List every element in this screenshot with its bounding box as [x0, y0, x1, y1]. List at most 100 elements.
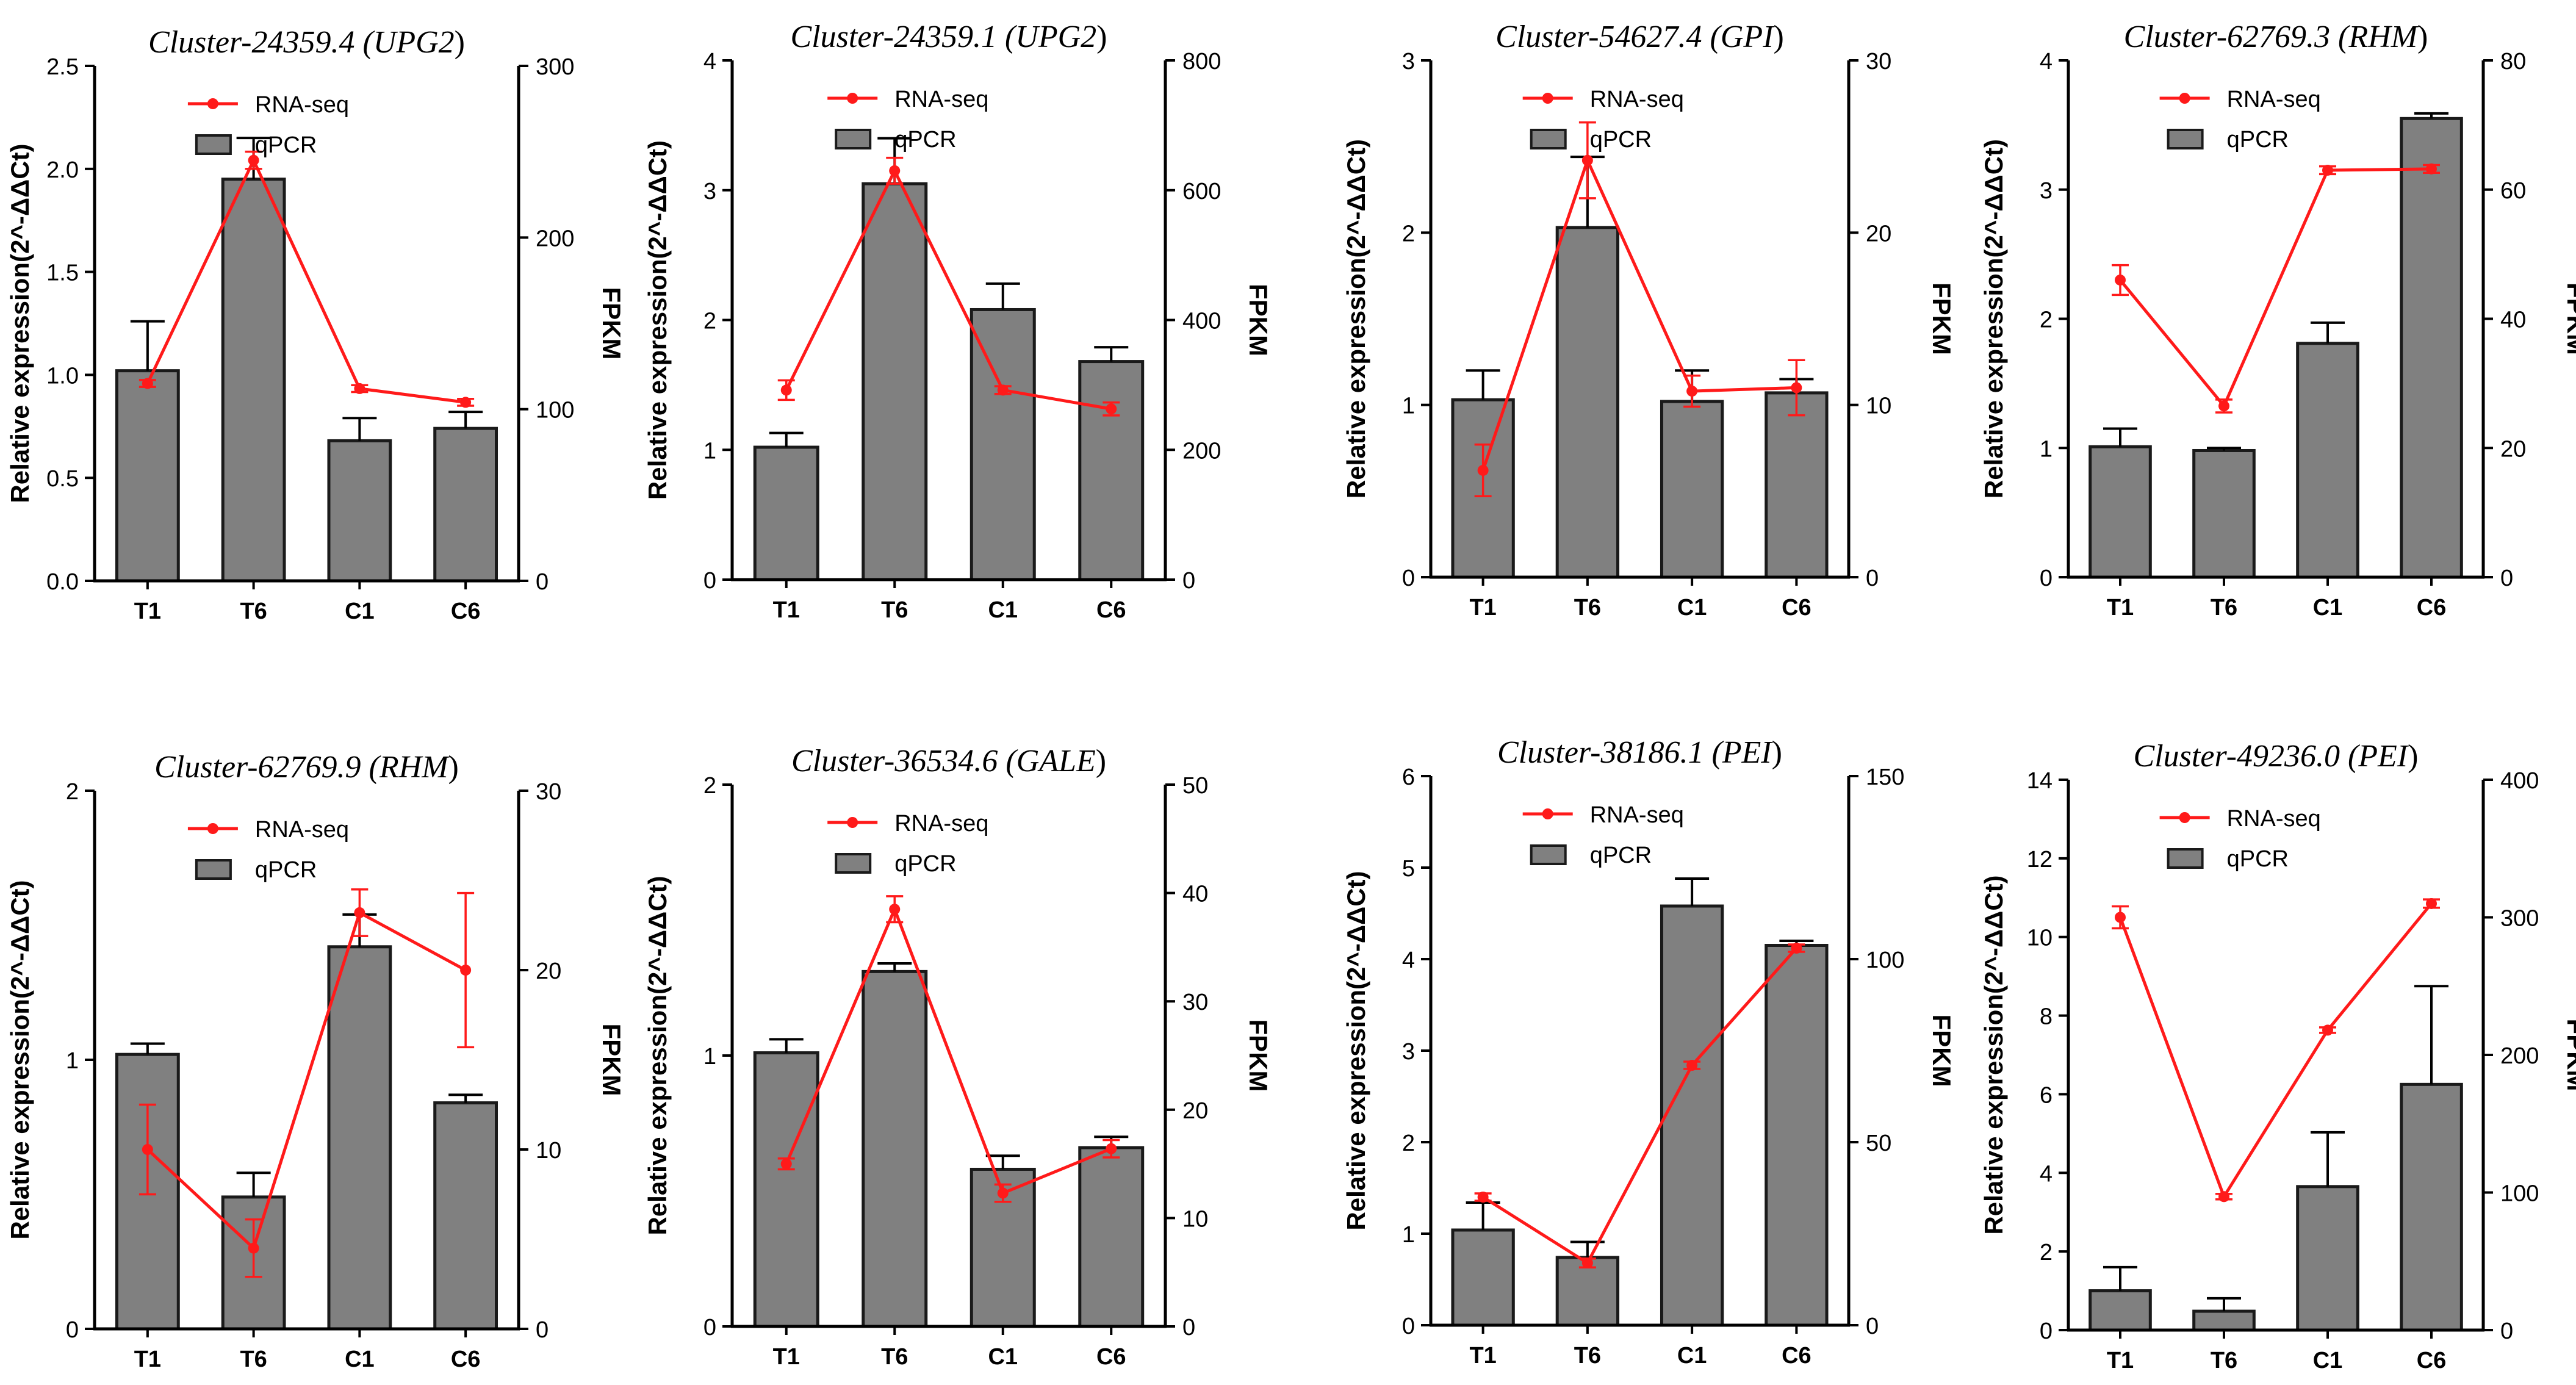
right-y-axis-label: FPKM — [2562, 282, 2576, 355]
chart-title-gene: GPI — [1721, 20, 1775, 54]
right-y-tick-label: 0 — [1182, 1315, 1195, 1340]
qpcr-bar — [327, 945, 392, 1331]
left-y-tick-label: 0 — [2040, 566, 2053, 591]
qpcr-bar — [115, 369, 180, 583]
legend-qpcr-label: qPCR — [894, 127, 956, 153]
x-category-label: C6 — [2417, 1348, 2447, 1373]
rnaseq-line — [1482, 947, 1798, 1265]
qpcr-bar — [1078, 1146, 1145, 1328]
x-category-label: C6 — [1096, 597, 1126, 623]
legend-rnaseq-label: RNA-seq — [1590, 802, 1684, 828]
right-y-tick-label: 200 — [1182, 438, 1221, 464]
qpcr-bar — [2296, 342, 2359, 579]
left-y-tick-label: 1 — [1402, 1222, 1415, 1248]
rnaseq-point — [2322, 164, 2333, 176]
x-category-label: C6 — [1782, 595, 1811, 621]
left-y-tick-label: 1.0 — [46, 363, 79, 389]
right-y-tick-label: 40 — [1182, 882, 1208, 907]
right-y-tick-label: 0 — [2500, 566, 2513, 591]
left-y-tick-label: 0 — [703, 1315, 716, 1340]
chart-title-gene: UPG2 — [1015, 20, 1096, 54]
legend-bar-swatch — [2167, 129, 2204, 149]
legend-line-marker — [1542, 808, 1553, 819]
legend-rnaseq-label: RNA-seq — [2227, 87, 2321, 112]
qpcr-bar — [221, 178, 286, 583]
qpcr-bar — [2192, 1309, 2256, 1332]
rnaseq-point — [1686, 1060, 1698, 1071]
left-y-tick-label: 2 — [1402, 221, 1415, 246]
chart-title: Cluster-38186.1 (PEI) — [1497, 735, 1782, 770]
right-y-tick-label: 20 — [1866, 221, 1891, 246]
qpcr-bar — [2192, 448, 2256, 579]
right-y-tick-label: 50 — [1182, 773, 1208, 799]
left-y-tick-label: 12 — [2027, 847, 2053, 872]
right-y-tick-label: 100 — [1866, 948, 1904, 973]
rnaseq-point — [2218, 1191, 2229, 1203]
rnaseq-line — [785, 905, 1112, 1195]
legend-bar-swatch — [195, 859, 232, 880]
x-category-label: C6 — [451, 1347, 481, 1372]
x-category-label: T1 — [2107, 1348, 2134, 1373]
legend-rnaseq-label: RNA-seq — [255, 817, 349, 843]
chart-title-cluster: Cluster-62769.3 ( — [2124, 20, 2350, 54]
qpcr-bar — [970, 308, 1036, 581]
chart-title-close: ) — [2417, 20, 2428, 54]
right-y-tick-label: 30 — [536, 779, 561, 805]
qpcr-bar — [753, 445, 819, 581]
rnaseq-point — [248, 154, 259, 166]
left-y-tick-label: 3 — [703, 179, 716, 204]
x-category-label: C6 — [2417, 595, 2447, 621]
chart-title-gene: UPG2 — [373, 25, 455, 60]
right-y-tick-label: 60 — [2500, 178, 2526, 204]
left-y-tick-label: 0 — [1402, 566, 1415, 591]
chart-title: Cluster-54627.4 (GPI) — [1495, 20, 1784, 54]
left-y-axis-label: Relative expression(2^-ΔΔCt) — [5, 143, 34, 503]
left-y-axis-label: Relative expression(2^-ΔΔCt) — [5, 880, 34, 1239]
chart-title-close: ) — [1774, 20, 1784, 54]
rnaseq-point — [354, 383, 365, 394]
chart-title-gene: RHM — [2348, 20, 2419, 54]
legend-qpcr-label: qPCR — [894, 851, 956, 877]
x-category-label: T6 — [240, 1347, 267, 1372]
chart-title: Cluster-36534.6 (GALE) — [791, 744, 1106, 779]
x-category-label: T6 — [240, 599, 267, 624]
legend-bar-swatch — [835, 129, 872, 149]
legend-line-marker — [2179, 93, 2190, 104]
rnaseq-point — [2115, 912, 2126, 923]
x-category-label: T6 — [881, 1344, 908, 1370]
legend: RNA-seq qPCR — [2159, 806, 2321, 872]
x-category-label: T6 — [1574, 1343, 1601, 1369]
legend-line-marker — [207, 98, 218, 109]
legend-rnaseq-label: RNA-seq — [894, 87, 988, 112]
x-category-label: T1 — [134, 599, 161, 624]
rnaseq-point — [1791, 943, 1802, 954]
left-y-tick-label: 2.5 — [46, 54, 79, 80]
left-y-tick-label: 3 — [2040, 178, 2053, 204]
legend-line-marker — [2179, 812, 2190, 823]
left-y-tick-label: 2 — [1402, 1131, 1415, 1156]
left-y-axis-label: Relative expression(2^-ΔΔCt) — [1979, 139, 2008, 498]
qpcr-bar — [1078, 360, 1145, 581]
left-y-tick-label: 4 — [1402, 948, 1415, 973]
rnaseq-line — [146, 910, 467, 1251]
left-y-tick-label: 5 — [1402, 856, 1415, 882]
right-y-tick-label: 0 — [1866, 566, 1879, 591]
right-y-tick-label: 10 — [1182, 1206, 1208, 1232]
left-y-tick-label: 3 — [1402, 49, 1415, 74]
x-category-label: C6 — [451, 599, 481, 624]
right-y-tick-label: 20 — [1182, 1098, 1208, 1124]
chart-title-cluster: Cluster-38186.1 ( — [1497, 735, 1724, 770]
left-y-axis-label: Relative expression(2^-ΔΔCt) — [1979, 875, 2008, 1234]
x-category-label: C1 — [988, 1344, 1018, 1370]
chart-title-cluster: Cluster-49236.0 ( — [2134, 739, 2360, 774]
rnaseq-point — [780, 1158, 792, 1170]
rnaseq-point — [2426, 898, 2437, 909]
right-y-tick-label: 10 — [536, 1138, 561, 1164]
rnaseq-point — [1106, 1143, 1117, 1154]
chart-title: Cluster-62769.9 (RHM) — [154, 750, 459, 785]
rnaseq-point — [354, 907, 365, 918]
qpcr-bar — [1660, 904, 1724, 1327]
chart-panel-7: Cluster-38186.1 (PEI) 0 1 2 3 4 5 6 0 50 100 150 T1 T… — [1342, 735, 1956, 1369]
right-y-tick-label: 400 — [1182, 309, 1221, 334]
